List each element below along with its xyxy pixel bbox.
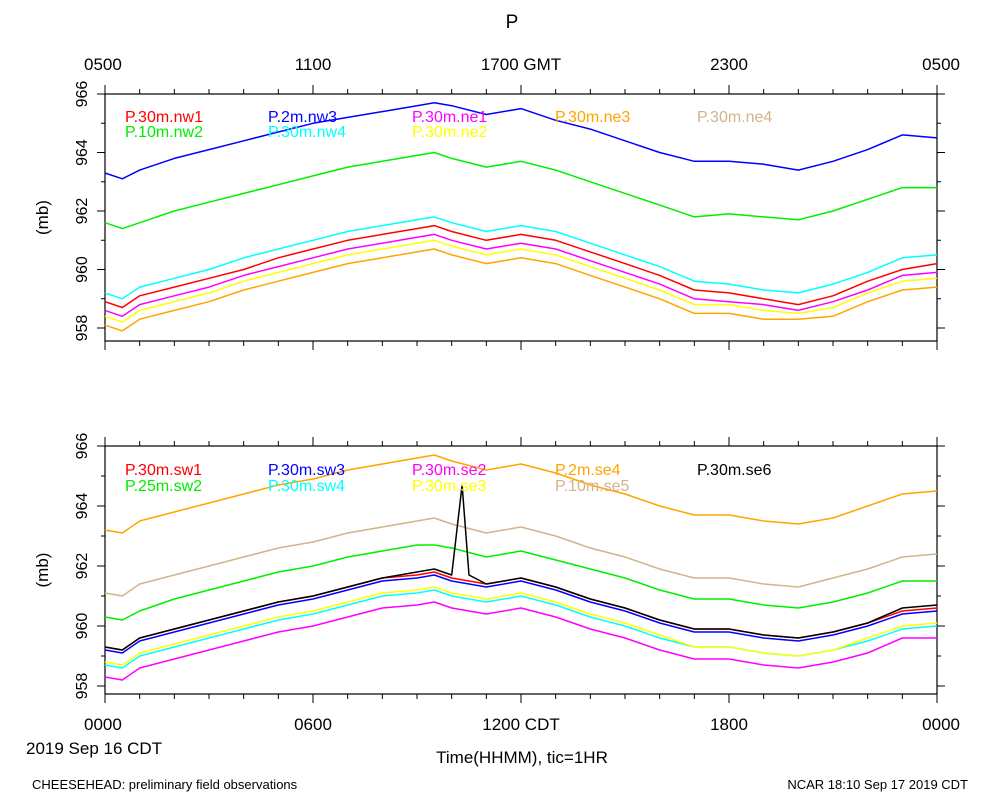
series-line-P-2m-se4 bbox=[104, 454, 938, 534]
series-line-P-30m-se3 bbox=[104, 586, 938, 666]
series-line-P-30m-se2 bbox=[104, 601, 937, 681]
top-axis-tick-label: 0500 bbox=[84, 55, 122, 74]
y-tick-label: 964 bbox=[74, 139, 91, 166]
series-line-P-10m-se5 bbox=[104, 517, 938, 597]
x-axis-label: Time(HHMM), tic=1HR bbox=[436, 748, 608, 767]
legend-entry: P.2m.nw3 bbox=[268, 109, 337, 126]
legend-entry: P.30m.se3 bbox=[412, 478, 487, 495]
bottom-axis-tick-label: 0600 bbox=[294, 715, 332, 734]
legend-entry: P.30m.sw4 bbox=[268, 478, 345, 495]
y-tick-label: 960 bbox=[74, 613, 91, 640]
date-label: 2019 Sep 16 CDT bbox=[26, 739, 162, 758]
series-line-P-25m-sw2 bbox=[104, 544, 937, 621]
legend-entry: P.30m.ne1 bbox=[412, 109, 487, 126]
top-axis-tick-label: 1700 GMT bbox=[481, 55, 561, 74]
y-axis-label: (mb) bbox=[33, 553, 52, 588]
series-line-P-30m-sw3 bbox=[104, 574, 938, 654]
legend-entry: P.25m.sw2 bbox=[125, 478, 202, 495]
y-tick-label: 960 bbox=[74, 256, 91, 283]
y-axis-label: (mb) bbox=[33, 200, 52, 235]
y-tick-label: 964 bbox=[74, 493, 91, 520]
bottom-axis-tick-label: 0000 bbox=[922, 715, 960, 734]
top-axis-tick-label: 1100 bbox=[295, 55, 332, 74]
y-tick-label: 966 bbox=[74, 433, 91, 460]
top-axis-tick-label: 2300 bbox=[710, 55, 748, 74]
bottom-axis-tick-label: 1200 CDT bbox=[482, 715, 559, 734]
legend-entry: P.30m.se6 bbox=[697, 462, 772, 479]
top-axis-tick-label: 0500 bbox=[922, 55, 960, 74]
chart-title: P bbox=[506, 12, 519, 33]
series-line-P-30m-nw4 bbox=[104, 216, 938, 300]
series-line-P-30m-ne2 bbox=[104, 239, 938, 323]
legend-entry: P.30m.ne2 bbox=[412, 124, 487, 141]
series-line-P-30m-ne3 bbox=[104, 248, 938, 332]
y-tick-label: 962 bbox=[74, 553, 91, 580]
legend-entry: P.30m.ne3 bbox=[555, 109, 630, 126]
legend-entry: P.10m.se5 bbox=[555, 478, 630, 495]
legend-entry: P.30m.nw4 bbox=[268, 124, 346, 141]
bottom-axis-tick-label: 0000 bbox=[84, 715, 122, 734]
series-line-P-10m-nw2 bbox=[104, 151, 937, 230]
plot-frame-1 bbox=[104, 445, 938, 695]
legend-entry: P.30m.nw1 bbox=[125, 109, 203, 126]
bottom-axis-tick-label: 1800 bbox=[710, 715, 748, 734]
y-tick-label: 966 bbox=[74, 81, 91, 108]
legend-entry: P.10m.nw2 bbox=[125, 124, 203, 141]
y-tick-label: 958 bbox=[74, 673, 91, 700]
footer-left-text: CHEESEHEAD: preliminary field observatio… bbox=[32, 777, 298, 792]
legend-entry: P.30m.ne4 bbox=[697, 109, 772, 126]
legend-entry: P.30m.sw3 bbox=[268, 462, 345, 479]
legend-entry: P.30m.se2 bbox=[412, 462, 487, 479]
plot-frame-0 bbox=[104, 93, 938, 342]
series-line-P-30m-ne1 bbox=[104, 233, 938, 318]
y-tick-label: 958 bbox=[74, 315, 91, 342]
footer-right-text: NCAR 18:10 Sep 17 2019 CDT bbox=[787, 777, 968, 792]
series-line-P-2m-nw3 bbox=[104, 102, 938, 180]
series-line-P-30m-nw1 bbox=[104, 224, 938, 309]
legend-entry: P.30m.sw1 bbox=[125, 462, 202, 479]
y-tick-label: 962 bbox=[74, 198, 91, 225]
series-line-P-30m-se6 bbox=[104, 484, 938, 651]
legend-entry: P.2m.se4 bbox=[555, 462, 621, 479]
